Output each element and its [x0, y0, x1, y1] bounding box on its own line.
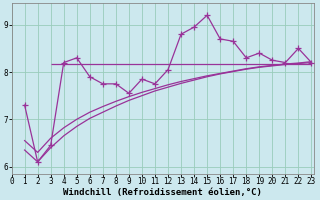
X-axis label: Windchill (Refroidissement éolien,°C): Windchill (Refroidissement éolien,°C) — [63, 188, 262, 197]
